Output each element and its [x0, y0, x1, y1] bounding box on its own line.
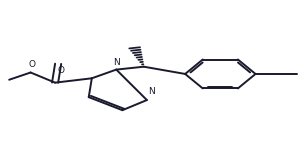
Text: N: N — [148, 87, 155, 96]
Text: O: O — [29, 60, 35, 69]
Text: N: N — [113, 58, 120, 67]
Text: O: O — [58, 66, 65, 75]
